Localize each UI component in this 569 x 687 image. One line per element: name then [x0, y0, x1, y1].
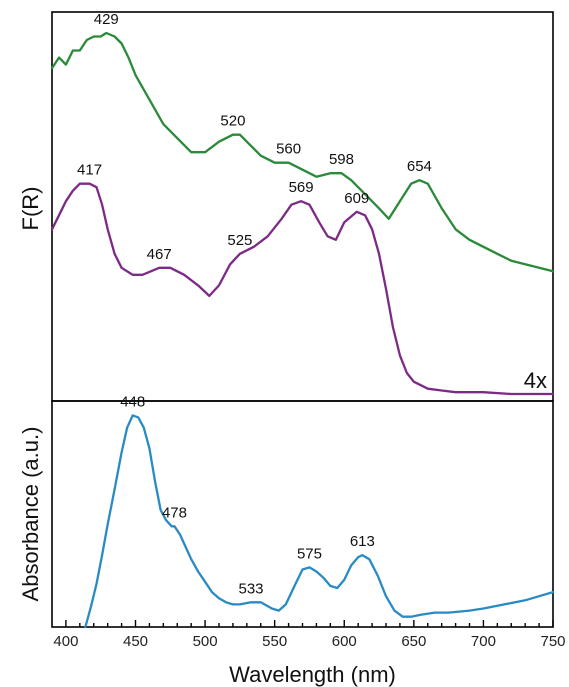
- x-tick-label-650: 650: [401, 633, 426, 650]
- top-peak-label-560: 560: [276, 141, 301, 158]
- x-tick-label-400: 400: [53, 633, 78, 650]
- x-tick-label-600: 600: [332, 633, 357, 650]
- x-tick-label-500: 500: [193, 633, 218, 650]
- top-peak-label-520: 520: [220, 113, 245, 130]
- bottom-panel: 448 478 533 575 613 400 450 500 550 600 650 700 750: [51, 393, 566, 650]
- bottom-peak-label-478: 478: [162, 504, 187, 521]
- x-tick-label-750: 750: [540, 633, 565, 650]
- top-frame: [51, 11, 554, 402]
- top-peak-label-654: 654: [407, 158, 432, 175]
- x-tick-label-450: 450: [123, 633, 148, 650]
- x-tick-label-550: 550: [262, 633, 287, 650]
- x-tick-label-700: 700: [471, 633, 496, 650]
- bottom-peak-label-533: 533: [238, 580, 263, 597]
- top-peak-label-417: 417: [77, 162, 102, 179]
- top-peak-label-609: 609: [344, 190, 369, 207]
- top-peak-label-429: 429: [94, 11, 119, 28]
- top-peak-label-569: 569: [289, 179, 314, 196]
- bottom-y-axis-label: Absorbance (a.u.): [18, 427, 43, 602]
- scale-annotation: 4x: [524, 368, 547, 393]
- top-peak-label-525: 525: [227, 232, 252, 249]
- bottom-peak-label-613: 613: [350, 533, 375, 550]
- bottom-series-1-line: [84, 414, 555, 629]
- bottom-frame: [51, 400, 554, 628]
- top-peak-label-467: 467: [147, 246, 172, 263]
- bottom-peak-label-448: 448: [120, 393, 145, 410]
- x-axis-label: Wavelength (nm): [229, 662, 396, 687]
- top-y-axis-label: F(R): [18, 187, 43, 231]
- top-panel: 429 520 560 598 654 417 467 525 569 609: [50, 11, 555, 402]
- top-series-1-line: [50, 31, 555, 273]
- bottom-peak-label-575: 575: [297, 545, 322, 562]
- top-peak-label-598: 598: [329, 151, 354, 168]
- top-series-2-line: [50, 182, 555, 396]
